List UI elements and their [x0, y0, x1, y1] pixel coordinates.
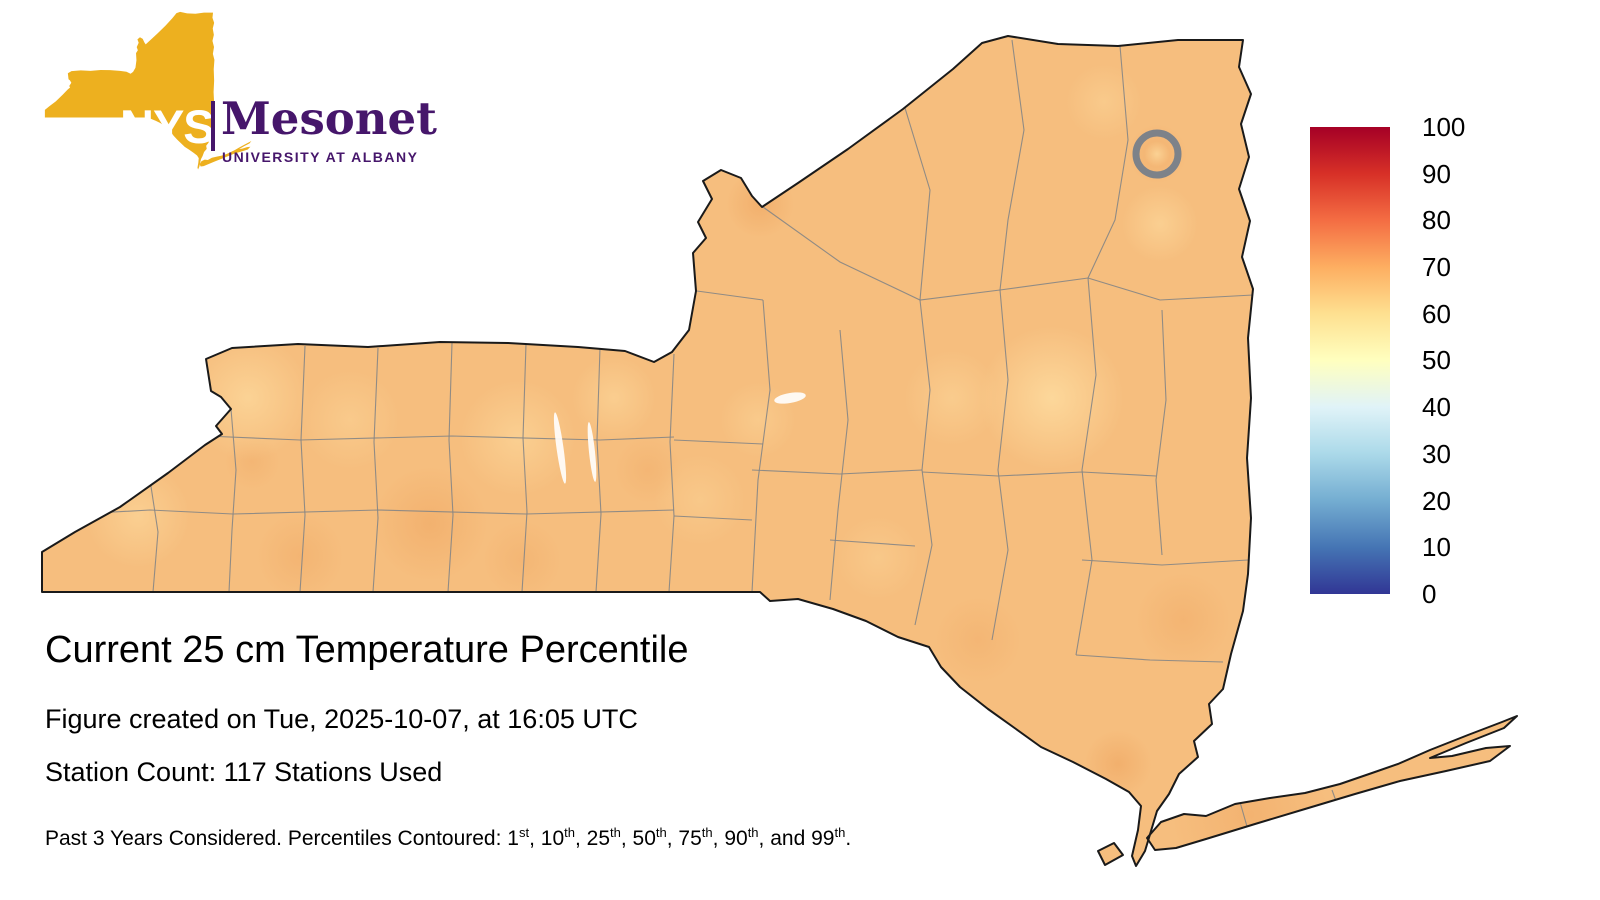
logo-divider [211, 101, 215, 151]
figure-title: Current 25 cm Temperature Percentile [45, 629, 689, 671]
colorbar-tick-label: 10 [1422, 532, 1451, 563]
logo-name: Mesonet [221, 92, 437, 145]
logo-subtitle: UNIVERSITY AT ALBANY [222, 149, 419, 165]
colorbar-tick-label: 20 [1422, 485, 1451, 516]
colorbar-tick-label: 0 [1422, 578, 1437, 609]
colorbar-tick-label: 70 [1422, 252, 1451, 283]
colorbar-tick-label: 30 [1422, 438, 1451, 469]
colorbar-tick-label: 40 [1422, 392, 1451, 423]
nys-mesonet-logo: NYS Mesonet UNIVERSITY AT ALBANY [0, 0, 460, 190]
station-count-line: Station Count: 117 Stations Used [45, 757, 443, 787]
colorbar-tick-labels: 100 90 80 70 60 50 40 30 20 10 0 [1422, 109, 1465, 612]
colorbar-tick-label: 100 [1422, 112, 1466, 142]
county-borders [42, 39, 1341, 831]
figure-created-line: Figure created on Tue, 2025-10-07, at 16… [45, 704, 638, 734]
colorbar-tick-label: 60 [1422, 298, 1451, 329]
footnote-text: Past 3 Years Considered. Percentiles Con… [45, 825, 852, 850]
lakes [553, 392, 806, 484]
colorbar-tick-label: 90 [1422, 158, 1451, 189]
percentile-shading [42, 39, 1341, 866]
colorbar-tick-label: 50 [1422, 345, 1451, 376]
station-highlight-marker [1132, 129, 1182, 179]
logo-acronym: NYS [120, 100, 215, 153]
colorbar-gradient [1310, 127, 1390, 594]
colorbar-tick-label: 80 [1422, 205, 1451, 236]
